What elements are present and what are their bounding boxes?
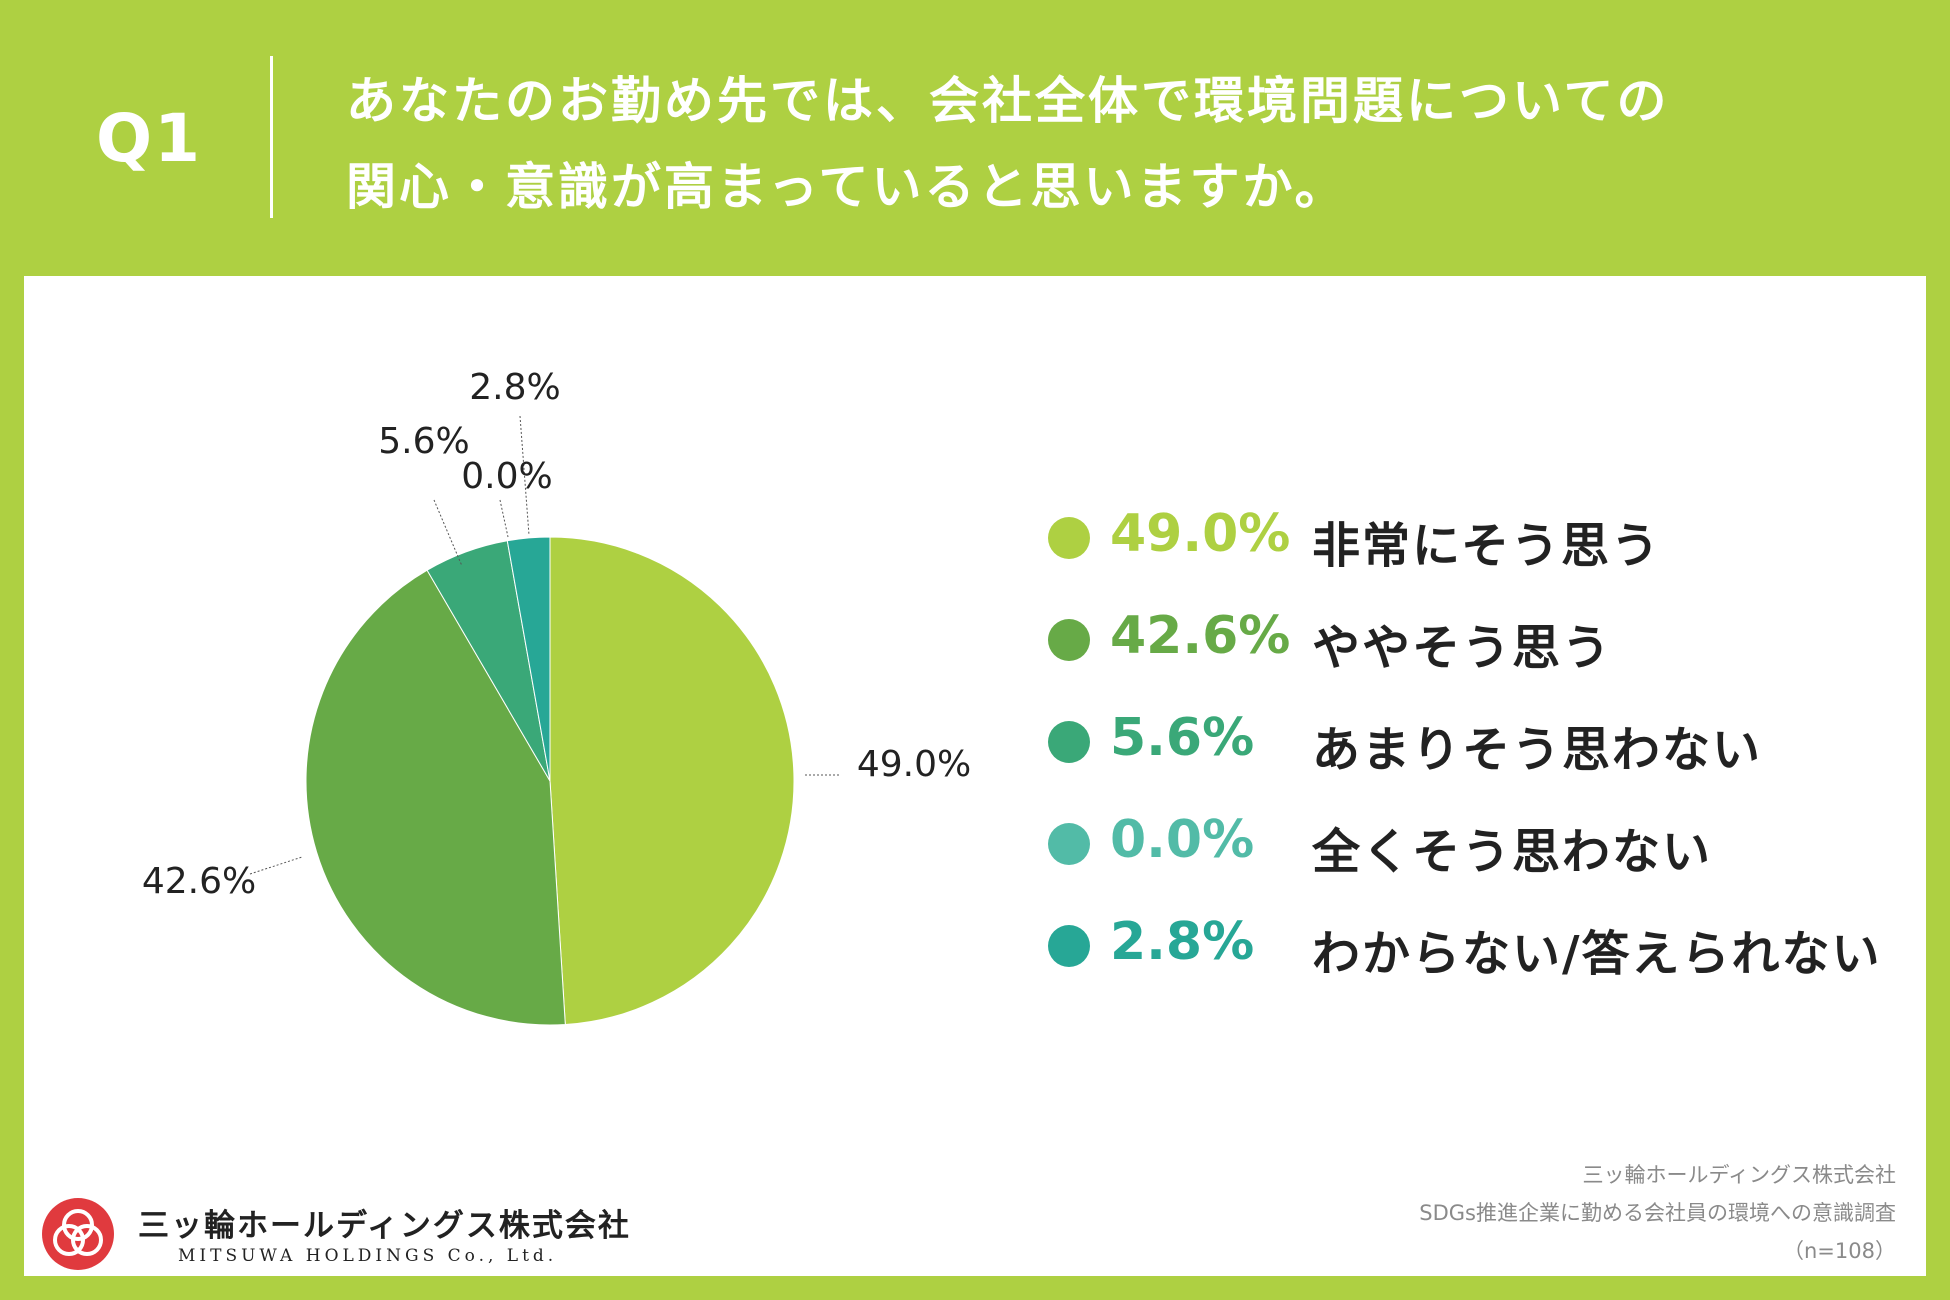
legend-label: 非常にそう思う: [1312, 518, 1662, 574]
legend-label: わからない/答えられない: [1312, 926, 1882, 982]
legend-swatch: [1048, 925, 1090, 967]
logo-name-jp: 三ッ輪ホールディングス株式会社: [138, 1208, 631, 1244]
pie-chart: 49.0% 42.6% 5.6%0.0% 2.8%: [142, 367, 971, 1026]
data-label: 5.6%: [378, 421, 469, 462]
leader-line: [249, 856, 303, 875]
data-label: 0.0%: [461, 456, 552, 497]
legend-percent: 5.6%: [1110, 708, 1255, 768]
question-line-1: あなたのお勤め先では、会社全体で環境問題についての: [346, 72, 1670, 130]
legend-label: ややそう思う: [1312, 620, 1613, 676]
legend-swatch: [1048, 823, 1090, 865]
source-sample: （n=108）: [1783, 1239, 1896, 1263]
source-company: 三ッ輪ホールディングス株式会社: [1582, 1163, 1896, 1187]
legend-percent: 49.0%: [1110, 504, 1291, 564]
data-label: 49.0%: [857, 744, 971, 785]
legend-item: 5.6% あまりそう思わない: [1034, 702, 1894, 804]
legend-percent: 0.0%: [1110, 810, 1255, 870]
question-header: Q1 あなたのお勤め先では、会社全体で環境問題についての 関心・意識が高まってい…: [0, 0, 1950, 276]
mitsuwa-rings-icon: [42, 1198, 114, 1270]
legend-swatch: [1048, 517, 1090, 559]
legend-item: 0.0% 全くそう思わない: [1034, 804, 1894, 906]
logo-name-en: MITSUWA HOLDINGS Co., Ltd.: [178, 1246, 558, 1266]
legend-swatch: [1048, 721, 1090, 763]
legend-percent: 42.6%: [1110, 606, 1291, 666]
question-text: あなたのお勤め先では、会社全体で環境問題についての 関心・意識が高まっていると思…: [346, 58, 1906, 230]
legend-item: 49.0% 非常にそう思う: [1034, 498, 1894, 600]
legend-percent: 2.8%: [1110, 912, 1255, 972]
leader-line: [499, 499, 509, 538]
question-line-2: 関心・意識が高まっていると思いますか。: [346, 158, 1348, 216]
legend-item: 2.8% わからない/答えられない: [1034, 906, 1894, 1008]
legend-label: 全くそう思わない: [1312, 824, 1713, 880]
data-label: 2.8%: [469, 367, 560, 408]
legend-label: あまりそう思わない: [1312, 722, 1763, 778]
question-number: Q1: [96, 100, 203, 177]
source-survey: SDGs推進企業に勤める会社員の環境への意識調査: [1419, 1201, 1896, 1225]
leader-line: [433, 499, 463, 567]
data-label: 42.6%: [142, 861, 256, 902]
legend: 49.0% 非常にそう思う 42.6% ややそう思う 5.6% あまりそう思わな…: [1034, 498, 1894, 1008]
pie-slice: [506, 536, 551, 782]
legend-item: 42.6% ややそう思う: [1034, 600, 1894, 702]
pie-slice: [305, 569, 566, 1026]
chart-panel: 49.0% 42.6% 5.6% 0.0% 2.8% 49.0% 非常にそう思う 42.…: [24, 276, 1926, 1276]
legend-swatch: [1048, 619, 1090, 661]
source-note: 三ッ輪ホールディングス株式会社 SDGs推進企業に勤める会社員の環境への意識調査…: [1419, 1156, 1896, 1270]
header-divider: [270, 56, 273, 218]
pie-slice: [549, 536, 795, 1026]
company-logo: 三ッ輪ホールディングス株式会社 MITSUWA HOLDINGS Co., Lt…: [38, 1194, 658, 1274]
